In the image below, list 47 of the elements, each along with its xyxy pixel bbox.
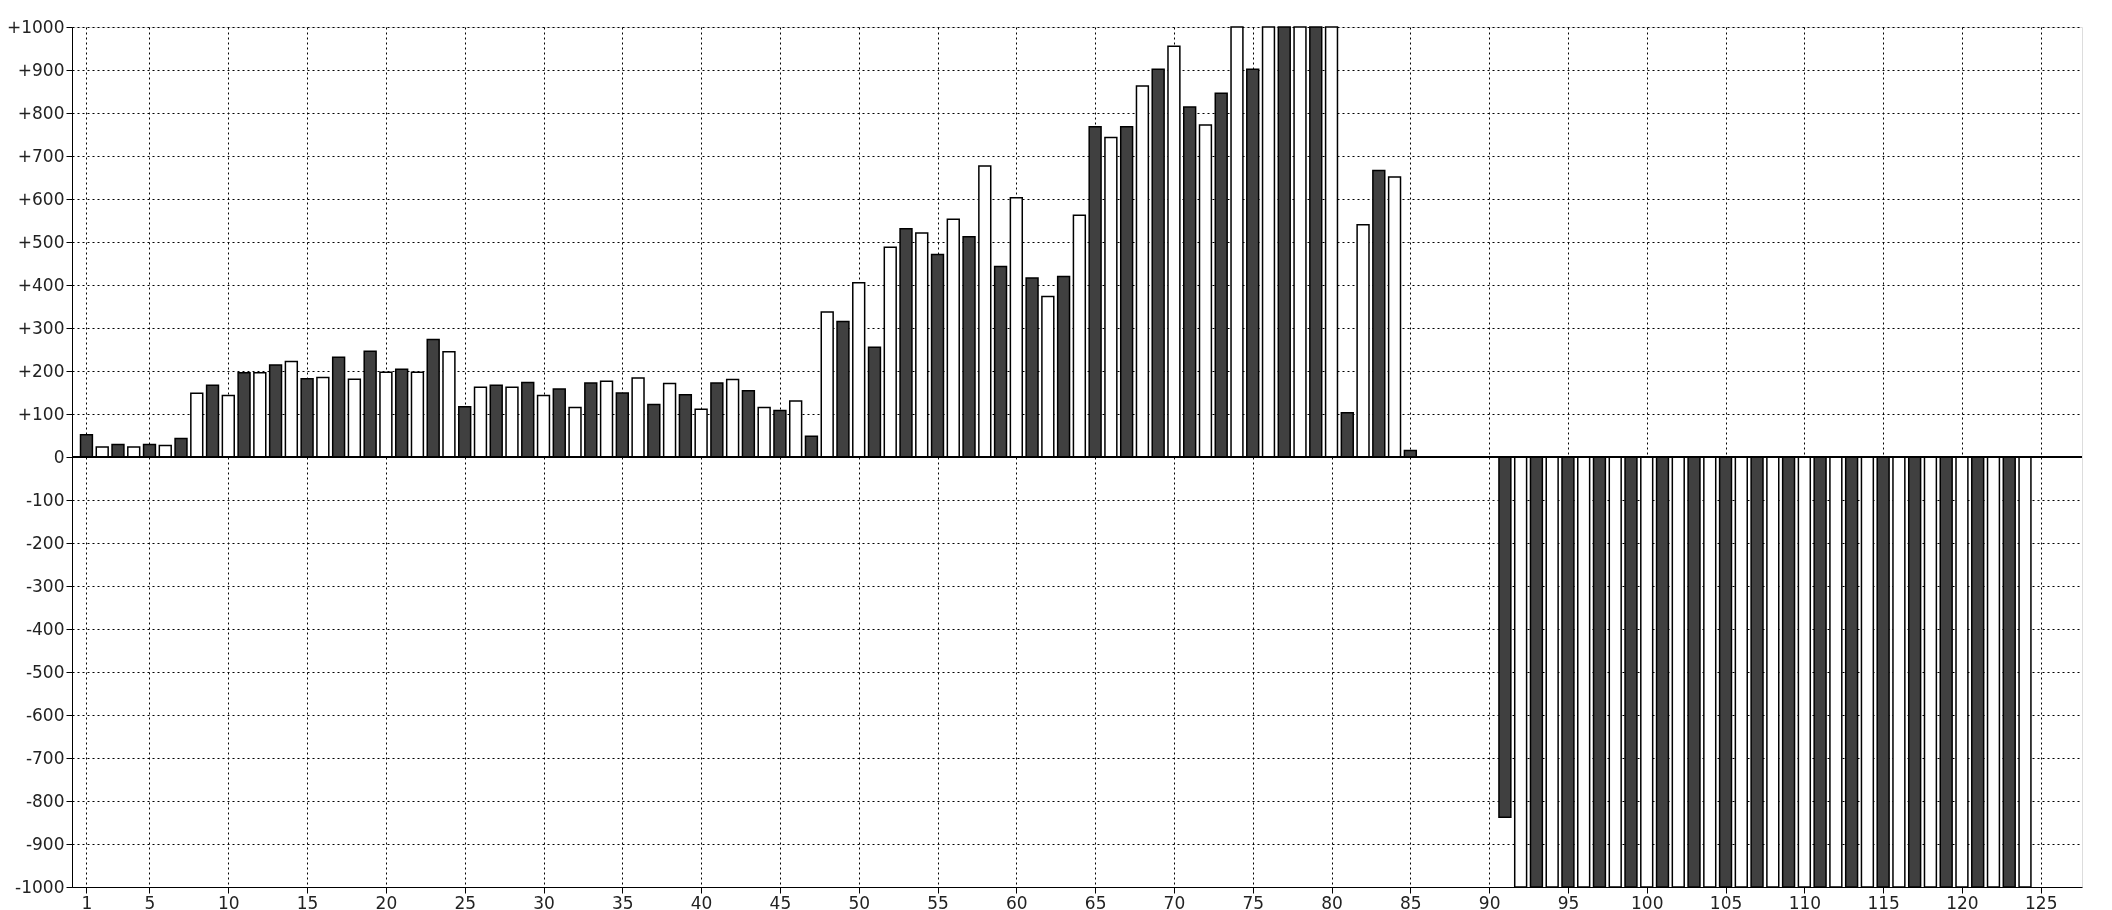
x-tick-label: 110 bbox=[1788, 892, 1822, 910]
x-tick-label: 25 bbox=[454, 892, 477, 910]
y-tick-label: +1000 bbox=[6, 16, 65, 37]
x-tick-label: 55 bbox=[927, 892, 949, 910]
y-tick-label: +700 bbox=[17, 145, 65, 166]
x-tick-label: 80 bbox=[1321, 892, 1343, 910]
y-tick-label: -600 bbox=[25, 704, 65, 725]
x-tick-label: 40 bbox=[690, 892, 713, 910]
x-tick-label: 60 bbox=[1006, 892, 1028, 910]
y-tick-label: -800 bbox=[25, 790, 65, 811]
y-tick-label: -400 bbox=[25, 618, 65, 639]
x-tick-label: 30 bbox=[533, 892, 555, 910]
x-tick-label: 90 bbox=[1478, 892, 1501, 910]
x-tick-label: 50 bbox=[848, 892, 871, 910]
x-tick-label: 120 bbox=[1946, 892, 1979, 910]
x-tick-label: 1 bbox=[81, 892, 93, 910]
x-tick-label: 5 bbox=[144, 892, 156, 910]
x-tick-label: 15 bbox=[296, 892, 319, 910]
y-tick-label: -700 bbox=[25, 747, 65, 768]
y-tick-label: -100 bbox=[25, 489, 65, 510]
y-tick-label: +400 bbox=[17, 274, 65, 295]
x-tick-label: 70 bbox=[1163, 892, 1186, 910]
x-tick-label: 95 bbox=[1557, 892, 1580, 910]
y-tick-label: -300 bbox=[25, 575, 65, 596]
y-tick-label: +100 bbox=[17, 403, 65, 424]
x-tick-label: 35 bbox=[611, 892, 634, 910]
y-tick-label: -500 bbox=[25, 661, 65, 682]
y-tick-label: +500 bbox=[17, 231, 65, 252]
y-tick-label: 0 bbox=[53, 446, 65, 467]
y-tick-label: -1000 bbox=[15, 876, 65, 897]
x-tick-label: 45 bbox=[769, 892, 792, 910]
x-tick-label: 10 bbox=[217, 892, 240, 910]
x-tick-label: 65 bbox=[1084, 892, 1107, 910]
x-tick-label: 115 bbox=[1867, 892, 1900, 910]
x-tick-label: 105 bbox=[1709, 892, 1743, 910]
y-tick-label: +200 bbox=[17, 360, 65, 381]
y-tick-label: +800 bbox=[17, 102, 65, 123]
x-tick-label: 125 bbox=[2025, 892, 2058, 910]
x-tick-label: 85 bbox=[1400, 892, 1422, 910]
x-tick-label: 20 bbox=[375, 892, 398, 910]
x-tick-label: 75 bbox=[1242, 892, 1265, 910]
x-tick-label: 100 bbox=[1631, 892, 1664, 910]
y-tick-label: +300 bbox=[17, 317, 65, 338]
y-tick-label: -200 bbox=[25, 532, 65, 553]
y-tick-label: +600 bbox=[17, 188, 65, 209]
y-tick-label: -900 bbox=[25, 833, 65, 854]
y-tick-label: +900 bbox=[17, 59, 65, 80]
